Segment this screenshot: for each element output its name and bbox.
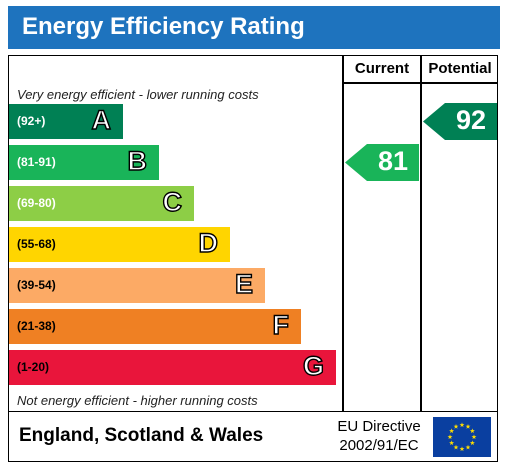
region-label: England, Scotland & Wales (19, 425, 264, 446)
directive-line-1: EU Directive (337, 418, 421, 435)
rating-band-d: (55-68) D (9, 227, 230, 262)
eu-star-icon (447, 434, 453, 440)
current-column-header: Current (354, 60, 410, 77)
band-range-label: (21-38) (17, 319, 56, 333)
potential-column-header: Potential (428, 60, 492, 77)
note-efficient: Very energy efficient - lower running co… (17, 87, 259, 102)
band-letter-label: E (234, 268, 253, 299)
band-letter-label: G (302, 350, 324, 381)
page-title: Energy Efficiency Rating (22, 13, 305, 40)
eu-star-icon (453, 444, 459, 450)
eu-flag-icon (433, 417, 491, 457)
eu-star-icon (465, 424, 471, 429)
band-letter-label: C (162, 186, 183, 217)
eu-star-icon (471, 434, 477, 440)
eu-star-icon (469, 440, 475, 446)
eu-star-icon (465, 444, 471, 450)
potential-rating-arrow-value: 92 (455, 105, 487, 135)
current-rating-arrow: 81 (345, 144, 419, 181)
band-range-label: (81-91) (17, 155, 56, 169)
rating-band-a: (92+) A (9, 104, 123, 139)
band-range-label: (39-54) (17, 278, 56, 292)
eu-star-icon (449, 440, 455, 446)
band-letter-label: B (127, 145, 148, 176)
band-letter-label: A (91, 104, 112, 135)
footer: England, Scotland & Wales EU Directive 2… (8, 412, 498, 462)
band-range-label: (69-80) (17, 196, 56, 210)
eu-star-icon (453, 424, 459, 429)
rating-band-c: (69-80) C (9, 186, 194, 221)
directive-line-2: 2002/91/EC (339, 437, 419, 454)
band-range-label: (55-68) (17, 237, 56, 251)
column-divider-current (342, 56, 344, 411)
eu-star-icon (459, 422, 465, 428)
rating-band-g: (1-20) G (9, 350, 336, 385)
band-letter-label: D (198, 227, 219, 258)
eu-star-icon (469, 428, 475, 434)
potential-rating-arrow: 92 (423, 103, 497, 140)
band-range-label: (1-20) (17, 360, 50, 374)
current-rating-arrow-value: 81 (377, 146, 409, 176)
header-bar: Energy Efficiency Rating (8, 6, 500, 49)
eu-directive: EU Directive 2002/91/EC (327, 417, 431, 455)
rating-band-e: (39-54) E (9, 268, 265, 303)
rating-table: Current Potential Very energy efficient … (8, 55, 498, 412)
eu-star-icon (449, 428, 455, 434)
header-divider (343, 82, 497, 84)
column-divider-potential (420, 56, 422, 411)
note-inefficient: Not energy efficient - higher running co… (17, 393, 258, 408)
rating-band-b: (81-91) B (9, 145, 159, 180)
band-letter-label: F (272, 309, 290, 340)
eu-star-icon (459, 446, 465, 452)
rating-band-f: (21-38) F (9, 309, 301, 344)
band-range-label: (92+) (17, 114, 46, 128)
